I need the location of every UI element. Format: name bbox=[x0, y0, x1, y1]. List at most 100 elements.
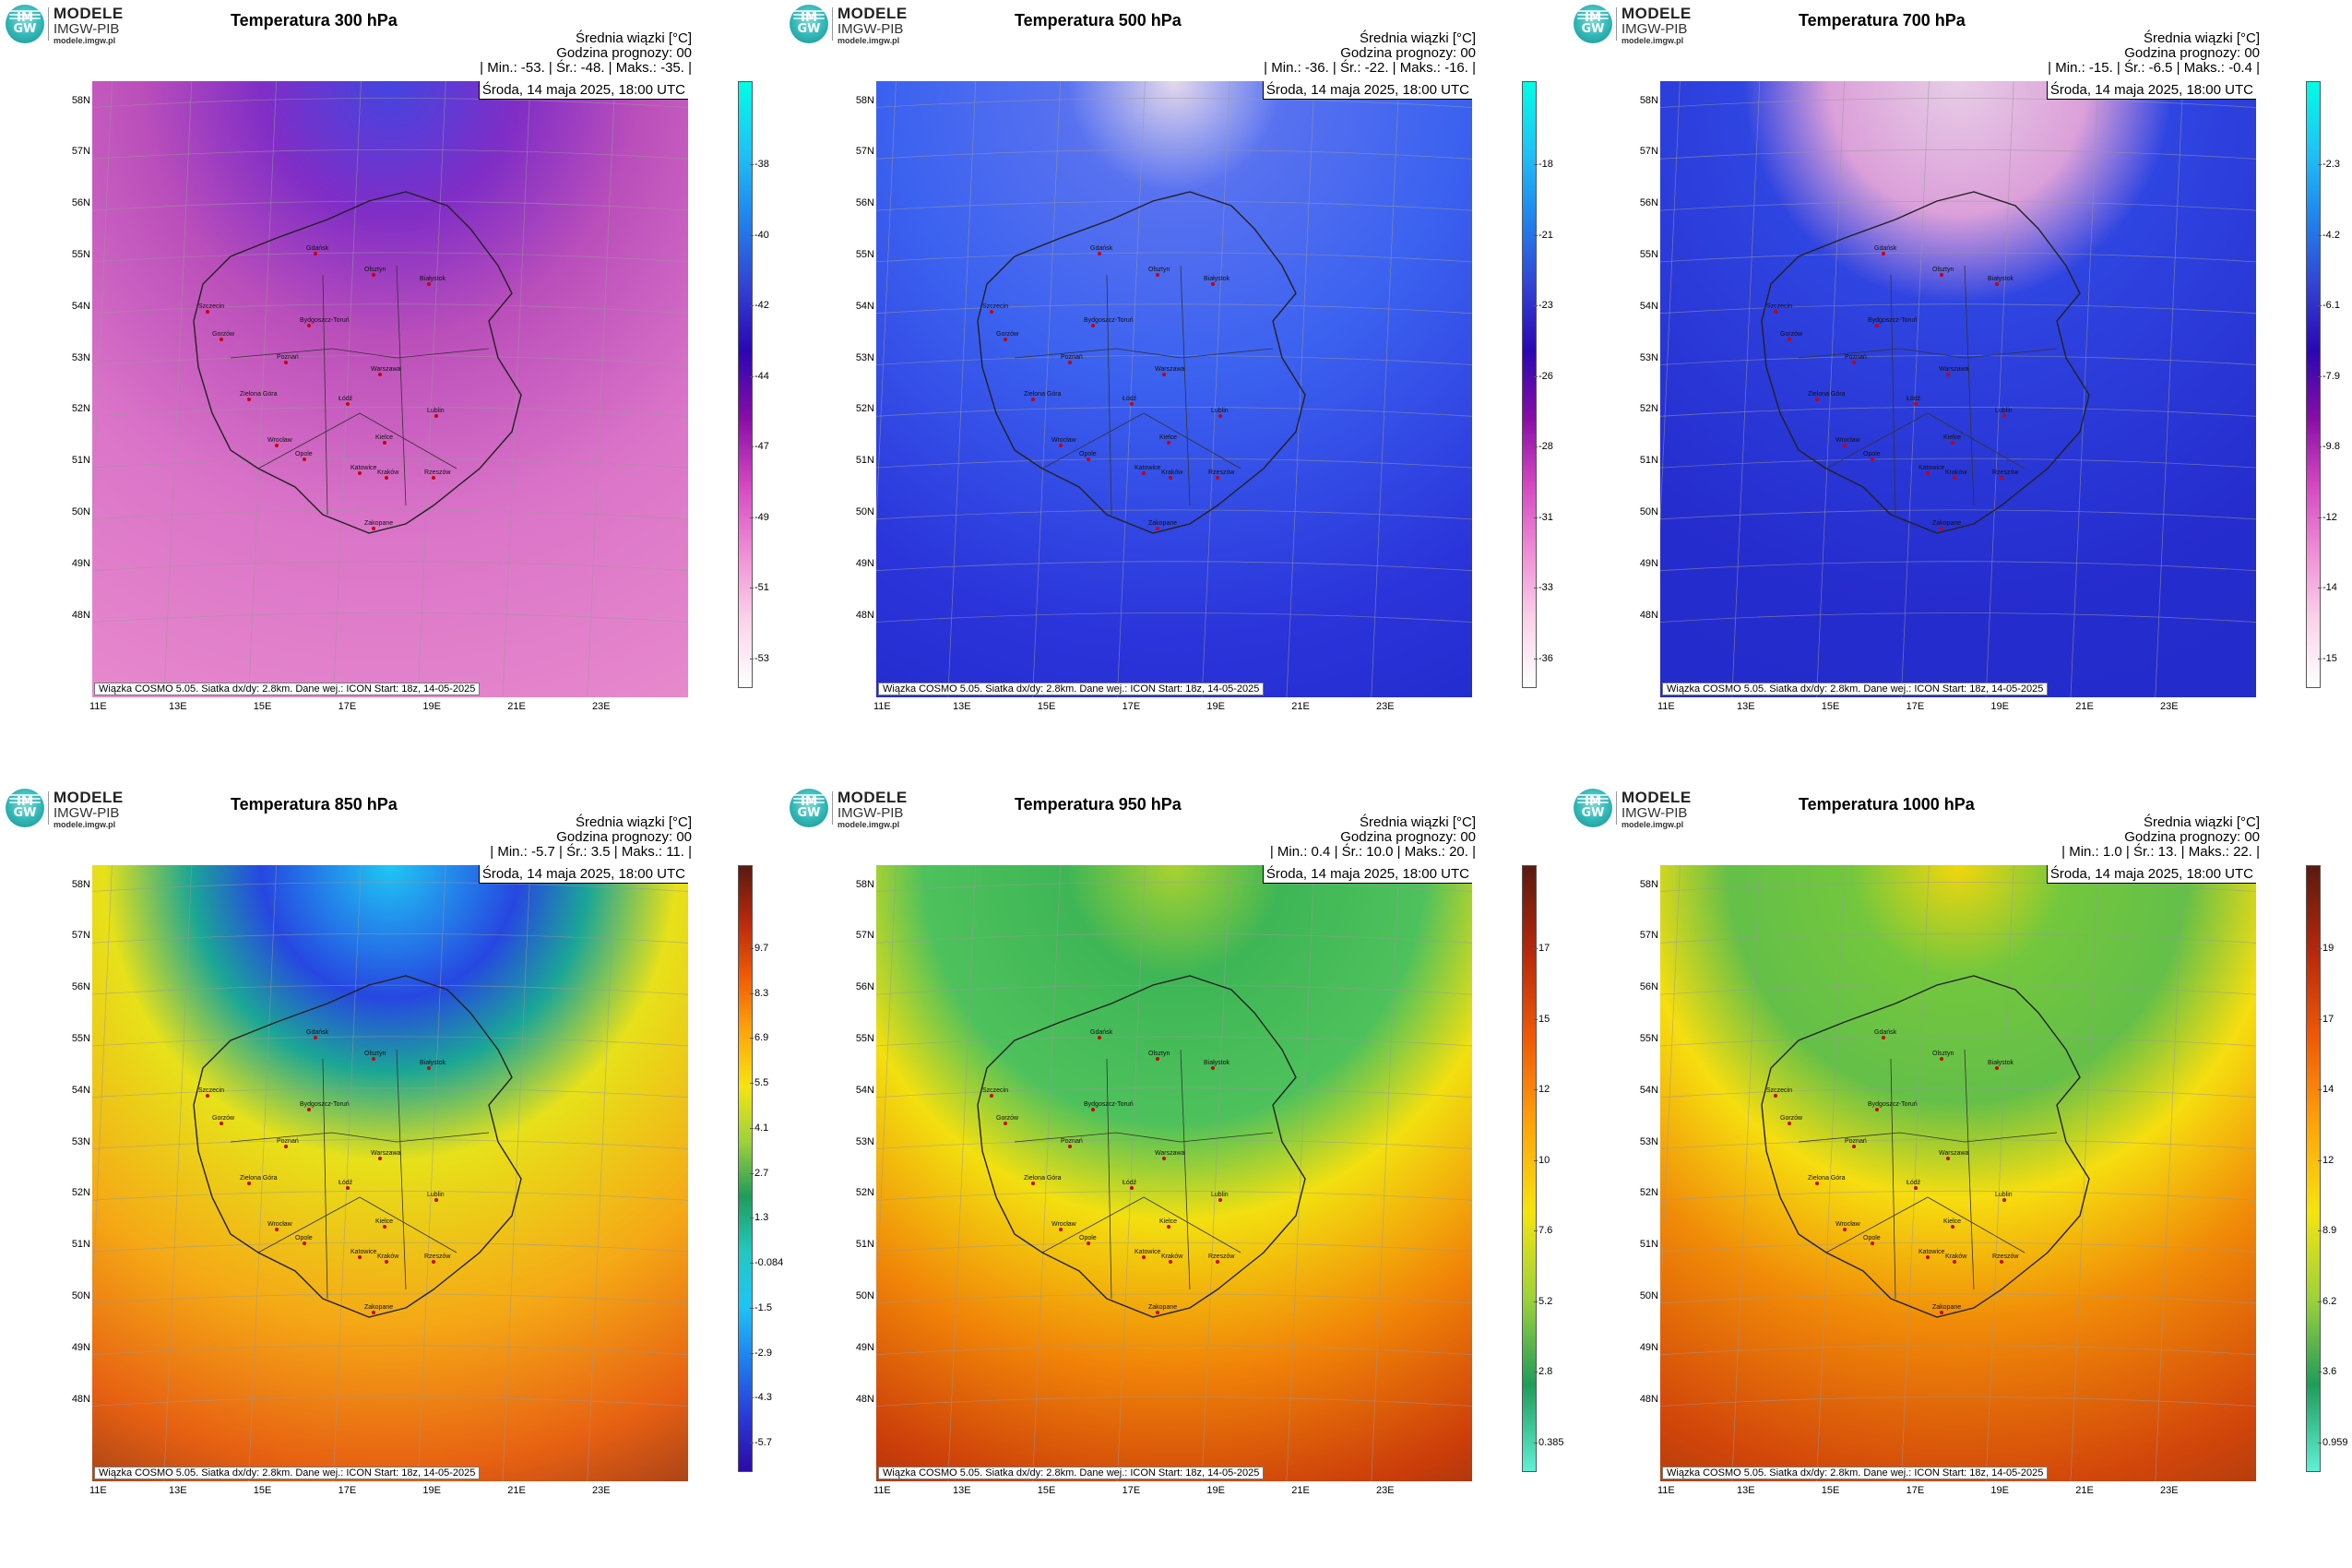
city-marker bbox=[1875, 324, 1879, 327]
latitude-label: 55N bbox=[1639, 248, 1658, 260]
city-label: Rzeszów bbox=[1208, 469, 1235, 476]
latitude-gridline bbox=[92, 1139, 688, 1149]
latitude-label: 48N bbox=[71, 609, 90, 621]
latitude-label: 57N bbox=[855, 930, 874, 942]
latitude-gridline bbox=[1660, 406, 2256, 417]
model-footer: Wiązka COSMO 5.05. Siatka dx/dy: 2.8km. … bbox=[878, 1467, 1265, 1479]
longitude-labels: 11E 13E 15E 17E 19E 21E 23E bbox=[89, 1483, 688, 1502]
city-label: Szczecin bbox=[982, 303, 1008, 310]
longitude-gridline bbox=[1032, 81, 1061, 697]
info-stats: | Min.: -5.7 | Śr.: 3.5 | Maks.: 11. | bbox=[490, 844, 692, 860]
latitude-label: 51N bbox=[1639, 455, 1658, 467]
latitude-label: 51N bbox=[71, 455, 90, 467]
latitude-gridline bbox=[92, 561, 688, 572]
panel-info: Średnia wiązki [°C] Godzina prognozy: 00 |… bbox=[490, 815, 692, 860]
longitude-label: 15E bbox=[1037, 1485, 1056, 1496]
city-label: Wrocław bbox=[1051, 437, 1077, 444]
city-label: Zakopane bbox=[1932, 520, 1961, 527]
longitude-label: 11E bbox=[873, 1485, 891, 1496]
city-marker bbox=[1156, 273, 1159, 277]
longitude-gridline bbox=[417, 81, 446, 697]
longitude-gridline bbox=[1660, 865, 1681, 1313]
logo-text: MODELE IMGW-PIB modele.imgw.pl bbox=[1621, 6, 1692, 45]
city-label: Olsztyn bbox=[1932, 267, 1954, 273]
latitude-gridline bbox=[876, 148, 1472, 160]
latitude-label: 58N bbox=[1639, 94, 1658, 106]
city-marker bbox=[1004, 1122, 1007, 1125]
latitude-label: 48N bbox=[855, 609, 874, 621]
latitude-label: 49N bbox=[71, 557, 90, 569]
city-label: Bydgoszcz-Toruń bbox=[1868, 1101, 1918, 1108]
temperature-field bbox=[876, 81, 1472, 697]
latitude-label: 51N bbox=[71, 1239, 90, 1251]
city-marker bbox=[383, 441, 386, 445]
latitude-gridline bbox=[1660, 200, 2256, 211]
imgw-logo-icon: IM GW bbox=[790, 5, 828, 43]
latitude-gridline bbox=[92, 1345, 688, 1356]
latitude-gridline bbox=[92, 1087, 688, 1099]
info-units: Średnia wiązki [°C] bbox=[2143, 30, 2260, 46]
colorbar-tick-label: -21 bbox=[1534, 229, 1553, 241]
colorbar-tick-label: -31 bbox=[1534, 511, 1553, 523]
city-marker bbox=[1169, 1260, 1172, 1264]
city-marker bbox=[1871, 457, 1874, 461]
longitude-label: 15E bbox=[253, 1485, 272, 1496]
temperature-map: Gdańsk Olsztyn Białystok Szczecin Bydgoszcz-… bbox=[876, 865, 1472, 1481]
city-marker bbox=[1882, 1036, 1885, 1039]
city-marker bbox=[1091, 324, 1095, 327]
city-label: Zielona Góra bbox=[1024, 1175, 1062, 1182]
colorbar-tick-label: 0.959 bbox=[2318, 1437, 2348, 1448]
logo-line1: MODELE bbox=[53, 789, 124, 806]
city-marker bbox=[1156, 1057, 1159, 1061]
latitude-gridline bbox=[1660, 984, 2256, 995]
city-label: Gorzów bbox=[996, 331, 1019, 338]
latitude-gridline bbox=[876, 457, 1472, 469]
colorbar-tick-label: -18 bbox=[1534, 159, 1553, 170]
imgw-logo-icon: IM GW bbox=[6, 5, 44, 43]
panel-title: Temperatura 1000 hPa bbox=[1799, 795, 1975, 814]
logo-text: MODELE IMGW-PIB modele.imgw.pl bbox=[53, 790, 124, 829]
latitude-label: 48N bbox=[1639, 609, 1658, 621]
city-marker bbox=[1068, 1145, 1072, 1148]
colorbar bbox=[1522, 865, 1537, 1472]
colorbar bbox=[1522, 81, 1537, 688]
temperature-field bbox=[1660, 81, 2256, 697]
city-marker bbox=[346, 402, 350, 406]
logo-line1: MODELE bbox=[53, 5, 124, 22]
city-label: Kielce bbox=[1159, 434, 1177, 441]
colorbar-tick-label: -5.7 bbox=[750, 1437, 772, 1448]
city-label: Katowice bbox=[350, 465, 377, 471]
imgw-logo-icon: IM GW bbox=[1574, 789, 1612, 827]
temperature-field bbox=[92, 865, 688, 1481]
city-marker bbox=[1162, 1157, 1166, 1160]
city-marker bbox=[1995, 282, 1999, 286]
city-label: Gdańsk bbox=[1874, 1029, 1897, 1036]
latitude-gridline bbox=[876, 1139, 1472, 1149]
city-label: Lublin bbox=[1211, 1192, 1229, 1198]
latitude-gridline bbox=[92, 1190, 688, 1201]
latitude-label: 54N bbox=[71, 300, 90, 312]
city-label: Gdańsk bbox=[1874, 245, 1897, 252]
city-label: Bydgoszcz-Toruń bbox=[300, 317, 350, 324]
colorbar-tick-label: -44 bbox=[750, 370, 769, 382]
info-forecast-hour: Godzina prognozy: 00 bbox=[1340, 829, 1476, 845]
panel-title: Temperatura 950 hPa bbox=[1015, 795, 1182, 814]
country-border bbox=[977, 975, 1306, 1318]
city-marker bbox=[1087, 1241, 1090, 1245]
panel-title: Temperatura 500 hPa bbox=[1015, 11, 1182, 30]
city-marker bbox=[1130, 402, 1134, 406]
city-marker bbox=[1940, 527, 1943, 530]
city-marker bbox=[284, 361, 288, 364]
city-label: Katowice bbox=[1918, 1249, 1945, 1255]
colorbar-tick-label: 17 bbox=[1533, 943, 1550, 954]
city-marker bbox=[2002, 1198, 2006, 1202]
city-marker bbox=[1068, 361, 1072, 364]
city-label: Rzeszów bbox=[424, 469, 451, 476]
latitude-label: 55N bbox=[1639, 1032, 1658, 1044]
longitude-label: 21E bbox=[2075, 1485, 2094, 1496]
longitude-gridline bbox=[502, 81, 531, 697]
city-marker bbox=[1815, 398, 1819, 401]
map-canvas: Gdańsk Olsztyn Białystok Szczecin Bydgoszcz-… bbox=[92, 81, 688, 697]
latitude-label: 55N bbox=[855, 1032, 874, 1044]
city-label: Białystok bbox=[1204, 276, 1230, 282]
